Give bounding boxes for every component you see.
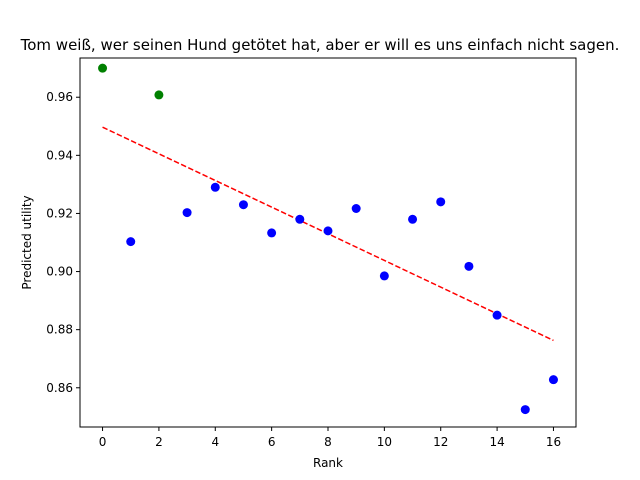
data-point-9 xyxy=(351,204,361,214)
data-point-2 xyxy=(154,90,164,100)
data-point-3 xyxy=(182,208,192,218)
chart-title: Tom weiß, wer seinen Hund getötet hat, a… xyxy=(20,36,620,54)
data-point-12 xyxy=(436,197,446,207)
x-tick-label: 0 xyxy=(99,435,107,449)
x-axis-label: Rank xyxy=(313,456,343,470)
plot-frame xyxy=(79,57,577,428)
plot-area xyxy=(98,63,558,415)
data-point-11 xyxy=(408,214,418,224)
y-tick-label: 0.96 xyxy=(46,90,73,104)
data-point-4 xyxy=(210,182,220,192)
data-point-5 xyxy=(238,200,248,210)
data-point-7 xyxy=(295,214,305,224)
y-axis-label: Predicted utility xyxy=(20,195,34,289)
x-tick-label: 14 xyxy=(489,435,504,449)
x-tick-label: 10 xyxy=(377,435,392,449)
data-point-0 xyxy=(98,63,108,73)
data-point-6 xyxy=(267,228,277,238)
x-tick-label: 8 xyxy=(324,435,332,449)
x-tick-label: 2 xyxy=(155,435,163,449)
x-axis: 0 2 4 6 8 10 12 14 16 xyxy=(99,427,561,449)
data-point-8 xyxy=(323,226,333,236)
data-point-13 xyxy=(464,261,474,271)
data-point-1 xyxy=(126,237,136,247)
y-tick-label: 0.94 xyxy=(46,148,73,162)
data-point-14 xyxy=(492,310,502,320)
y-axis: 0.86 0.88 0.90 0.92 0.94 0.96 xyxy=(46,90,80,395)
y-tick-label: 0.86 xyxy=(46,381,73,395)
data-point-10 xyxy=(379,271,389,281)
x-tick-label: 16 xyxy=(546,435,561,449)
y-tick-label: 0.92 xyxy=(46,206,73,220)
y-tick-label: 0.90 xyxy=(46,265,73,279)
data-point-15 xyxy=(520,405,530,415)
x-tick-label: 6 xyxy=(268,435,276,449)
y-tick-label: 0.88 xyxy=(46,323,73,337)
data-point-16 xyxy=(548,375,558,385)
x-tick-label: 4 xyxy=(211,435,219,449)
x-tick-label: 12 xyxy=(433,435,448,449)
